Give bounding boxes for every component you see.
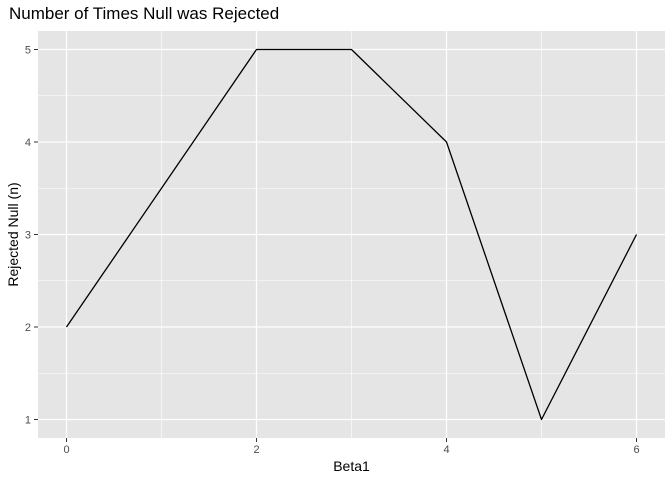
x-tick-label: 0 [63, 444, 69, 456]
y-axis-label: Rejected Null (n) [5, 182, 21, 286]
y-tick-label: 4 [25, 137, 31, 149]
series-layer [65, 48, 638, 421]
y-tick-label: 1 [25, 415, 31, 427]
y-tick-label: 2 [25, 322, 31, 334]
series-line [65, 48, 638, 421]
chart-title: Number of Times Null was Rejected [9, 4, 280, 23]
x-tick-label: 4 [443, 444, 449, 456]
y-tick-label: 5 [25, 45, 31, 57]
axis-ticks [34, 49, 637, 442]
x-tick-label: 6 [633, 444, 639, 456]
x-axis-label: Beta1 [333, 458, 370, 474]
y-tick-label: 3 [25, 230, 31, 242]
tick-labels: 0 2 4 6 1 2 3 4 5 [25, 45, 640, 457]
x-tick-label: 2 [253, 444, 259, 456]
